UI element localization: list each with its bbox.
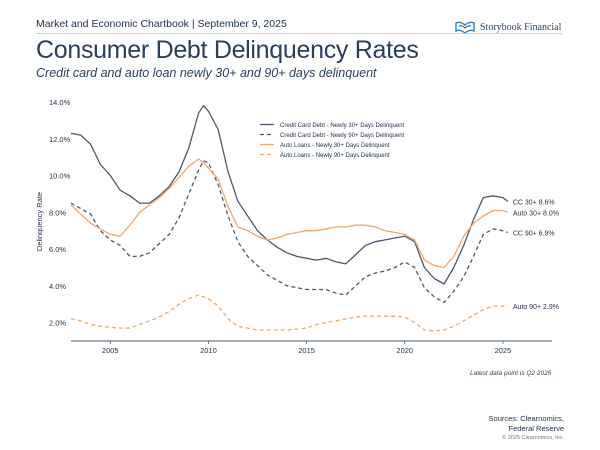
y-axis-label: Delinquency Rate	[35, 192, 44, 251]
end-label-1: CC 30+ 8.6%	[513, 199, 555, 206]
series-line-3	[70, 158, 509, 269]
chart-title: Consumer Debt Delinquency Rates	[36, 36, 419, 64]
y-tick-label: 12.0%	[49, 135, 71, 144]
chart-subtitle: Credit card and auto loan newly 30+ and …	[36, 66, 377, 80]
y-tick-label: 2.0%	[49, 319, 66, 328]
header-divider	[36, 33, 563, 34]
y-tick-label: 10.0%	[49, 172, 71, 181]
chartbook-header: Market and Economic Chartbook | Septembe…	[36, 18, 287, 30]
y-tick-label: 6.0%	[49, 245, 66, 254]
sources-line-2: Federal Reserve	[508, 424, 564, 433]
copyright: © 2025 Clearnomics, Inc.	[502, 435, 564, 441]
series-line-1	[70, 105, 509, 285]
footnote: Latest data point is Q2 2025	[470, 370, 552, 377]
end-label-2: CC 90+ 6.9%	[513, 231, 555, 238]
legend-label-3: Auto Loans - Newly 30+ Days Delinquent	[280, 143, 390, 149]
brand-logo: Storybook Financial	[455, 20, 561, 34]
y-tick-label: 8.0%	[49, 208, 66, 217]
legend-label-1: Credit Card Debt - Newly 30+ Days Delinq…	[280, 123, 405, 129]
brand-logo-text: Storybook Financial	[480, 21, 562, 33]
series-line-2	[70, 160, 509, 304]
end-label-3: Auto 30+ 8.0%	[513, 210, 559, 217]
y-tick-label: 4.0%	[49, 282, 66, 291]
book-logo-icon	[455, 21, 475, 34]
series-line-4	[70, 294, 508, 332]
x-tick-label: 2005	[102, 346, 119, 355]
sources-note: Sources: Clearnomics, Federal Reserve	[489, 414, 564, 434]
y-tick-label: 14.0%	[49, 98, 71, 107]
legend-label-2: Credit Card Debt - Newly 90+ Days Delinq…	[280, 133, 405, 139]
x-tick-label: 2010	[200, 346, 217, 355]
x-tick-label: 2020	[396, 346, 413, 355]
x-tick-label: 2025	[495, 346, 512, 355]
x-tick-label: 2015	[298, 346, 315, 355]
sources-line-1: Sources: Clearnomics,	[488, 414, 564, 423]
end-label-4: Auto 90+ 2.9%	[513, 304, 559, 311]
legend-label-4: Auto Loans - Newly 90+ Days Delinquent	[280, 153, 390, 159]
